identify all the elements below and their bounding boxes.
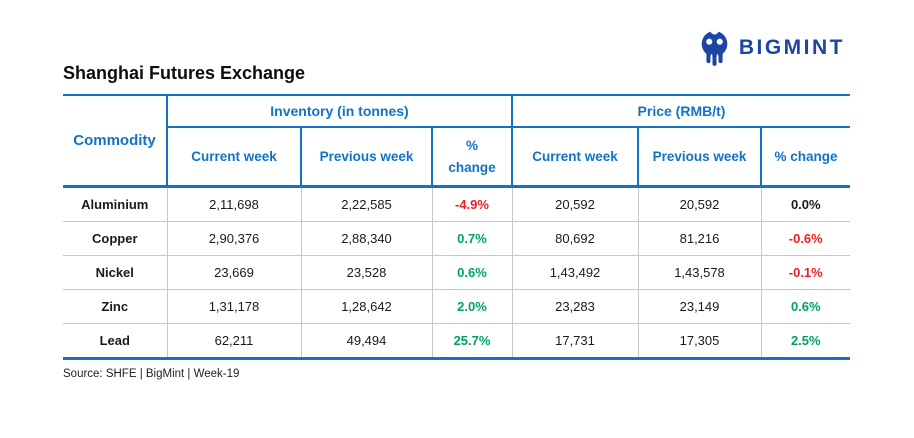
inventory-current-week-value: 2,90,376 [166,221,301,256]
row-commodity: Copper [63,221,167,256]
price-current-week-value: 1,43,492 [511,255,638,290]
group-header-row: Commodity Inventory (in tonnes) Price (R… [63,95,851,188]
inventory-current-week-value: 1,31,178 [166,289,301,324]
inventory-previous-week-value: 23,528 [300,255,432,290]
inventory-pct-change-value: 0.6% [431,255,512,290]
price-previous-week-value: 23,149 [637,289,761,324]
price-previous-week-value: 17,305 [637,323,761,359]
price-pct-change-value: 2.5% [760,323,851,359]
inventory-pct-change-value: -4.9% [431,186,512,222]
column-header-price-pct-change: % change [759,127,851,188]
column-header-inventory-current-week: Current week [167,127,301,188]
group-header-price: Price (RMB/t) [510,95,851,128]
inventory-pct-change-value: 25.7% [431,323,512,359]
column-header-commodity: Commodity [63,95,168,188]
price-previous-week-value: 81,216 [637,221,761,256]
table-row: Zinc 1,31,178 1,28,642 2.0% 23,283 23,149 0.6% [63,289,851,324]
source-note: Source: SHFE | BigMint | Week-19 [63,368,240,380]
column-header-inventory-previous-week: Previous week [300,127,432,188]
price-current-week-value: 80,692 [511,221,638,256]
table-body: Aluminium 2,11,698 2,22,585 -4.9% 20,592 20,5… [63,186,851,359]
inventory-pct-change-value: 0.7% [431,221,512,256]
price-previous-week-value: 1,43,578 [637,255,761,290]
page-title: Shanghai Futures Exchange [63,63,306,83]
column-header-price-previous-week: Previous week [637,127,761,188]
price-current-week-value: 20,592 [511,186,638,222]
row-commodity: Lead [63,323,167,359]
inventory-pct-change-value: 2.0% [431,289,512,324]
table-row: Copper 2,90,376 2,88,340 0.7% 80,692 81,216 -0… [63,221,851,256]
commodity-table-container: Commodity Inventory (in tonnes) Price (R… [63,94,851,360]
row-commodity: Aluminium [63,186,167,222]
row-commodity: Nickel [63,255,167,290]
inventory-current-week-value: 62,211 [166,323,301,359]
group-header-inventory: Inventory (in tonnes) [167,95,512,128]
price-pct-change-value: 0.0% [760,186,851,222]
inventory-previous-week-value: 1,28,642 [300,289,432,324]
inventory-previous-week-value: 2,22,585 [300,186,432,222]
table-row: Aluminium 2,11,698 2,22,585 -4.9% 20,592 20,5… [63,186,851,222]
table-row: Nickel 23,669 23,528 0.6% 1,43,492 1,43,578 -0… [63,255,851,290]
inventory-current-week-value: 2,11,698 [166,186,301,222]
inventory-previous-week-value: 49,494 [300,323,432,359]
price-pct-change-value: 0.6% [760,289,851,324]
bigmint-logo-icon [701,29,728,66]
price-current-week-value: 23,283 [511,289,638,324]
table-row: Lead 62,211 49,494 25.7% 17,731 17,305 2.5% [63,323,851,359]
price-previous-week-value: 20,592 [637,186,761,222]
price-pct-change-value: -0.6% [760,221,851,256]
row-commodity: Zinc [63,289,167,324]
inventory-previous-week-value: 2,88,340 [300,221,432,256]
sub-header-row: Current week Previous week % change Curr… [63,127,851,188]
column-header-price-current-week: Current week [511,127,638,188]
brand-logo: BIGMINT [698,29,845,67]
column-header-inventory-pct-change: % change [431,127,512,188]
price-pct-change-value: -0.1% [760,255,851,290]
brand-name: BIGMINT [738,36,845,59]
price-current-week-value: 17,731 [511,323,638,359]
inventory-current-week-value: 23,669 [166,255,301,290]
commodity-table: Commodity Inventory (in tonnes) Price (R… [63,94,851,360]
